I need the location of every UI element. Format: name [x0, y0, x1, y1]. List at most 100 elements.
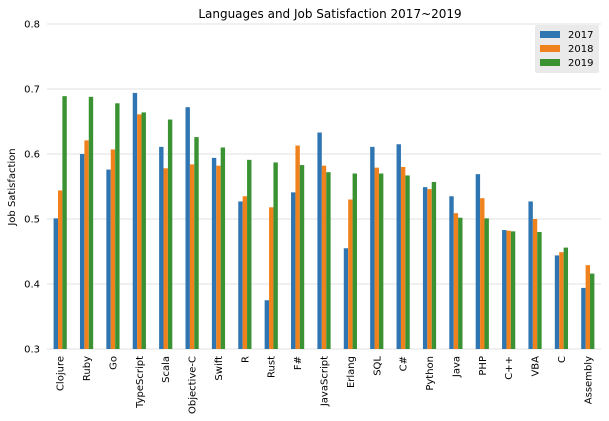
bar-2018-R — [242, 196, 248, 349]
bar-2019-C++ — [510, 231, 516, 349]
bar-2019-Assembly — [590, 273, 595, 349]
bar-2019-Objective-C — [194, 137, 199, 349]
x-tick-label: C# — [399, 356, 410, 371]
legend-swatch-2017 — [540, 31, 560, 38]
x-tick-label: Go — [108, 356, 119, 370]
bar-2018-F# — [295, 145, 300, 349]
legend-swatch-2019 — [540, 59, 560, 66]
x-tick-label: Erlang — [346, 356, 357, 388]
bar-2019-C — [563, 247, 569, 349]
legend-swatch-2018 — [540, 45, 560, 52]
bar-2017-Swift — [211, 157, 217, 349]
bar-2018-Rust — [269, 207, 274, 349]
bar-2017-C++ — [502, 230, 507, 349]
bar-2019-Clojure — [62, 96, 67, 350]
bar-2017-Clojure — [53, 218, 58, 349]
bar-2018-PHP — [480, 198, 485, 349]
bar-2018-Swift — [216, 165, 221, 349]
y-tick-label: 0.5 — [24, 215, 40, 226]
bar-2017-Rust — [264, 300, 270, 349]
bar-2017-JavaScript — [317, 132, 322, 349]
y-tick-label: 0.4 — [24, 280, 40, 291]
y-tick-labels: 0.3 0.4 0.5 0.6 0.7 0.8 — [24, 20, 40, 356]
bar-2018-SQL — [374, 167, 379, 349]
x-tick-label: Objective-C — [188, 356, 199, 414]
x-tick-label: Scala — [161, 356, 172, 383]
x-tick-label: PHP — [478, 356, 489, 376]
bar-2018-Java — [453, 213, 459, 349]
bar-2017-TypeScript — [132, 92, 138, 350]
bar-2017-Ruby — [79, 154, 85, 349]
legend-label: 2018 — [568, 44, 593, 55]
bar-2019-Java — [458, 217, 463, 349]
bar-2018-Scala — [163, 168, 168, 349]
bars — [53, 92, 595, 350]
bar-2018-Go — [110, 149, 116, 349]
bar-2017-PHP — [475, 174, 481, 349]
y-tick-label: 0.7 — [24, 85, 40, 96]
y-tick-label: 0.6 — [24, 150, 40, 161]
bar-2017-Erlang — [343, 248, 349, 349]
bar-2017-Assembly — [581, 287, 586, 349]
bar-2019-Erlang — [352, 173, 357, 349]
x-tick-label: VBA — [531, 356, 542, 377]
bar-2018-JavaScript — [321, 165, 327, 349]
bar-2017-F# — [291, 192, 296, 349]
x-tick-label: TypeScript — [135, 356, 146, 409]
x-tick-label: Swift — [214, 356, 225, 381]
bar-2017-Scala — [159, 146, 164, 349]
x-tick-label: Rust — [267, 356, 278, 378]
x-tick-label: Ruby — [82, 356, 93, 381]
x-tick-label: Java — [451, 356, 462, 378]
x-tick-label: SQL — [372, 356, 383, 376]
y-axis-label: Job Satisfaction — [7, 148, 18, 226]
x-tick-label: Assembly — [583, 356, 594, 404]
bar-2017-Java — [449, 196, 454, 349]
bar-2017-Python — [422, 187, 428, 349]
y-tick-label: 0.3 — [24, 345, 40, 356]
bar-2019-Go — [115, 103, 120, 349]
bar-2019-C# — [405, 175, 410, 349]
bar-2017-Objective-C — [185, 107, 190, 349]
bar-2017-VBA — [528, 201, 533, 349]
x-tick-label: Python — [425, 356, 436, 391]
bar-2018-Ruby — [84, 140, 89, 349]
bar-2017-C# — [396, 144, 401, 349]
bar-2017-C — [554, 255, 560, 349]
bar-2019-SQL — [378, 173, 384, 349]
bar-2019-Python — [431, 181, 437, 349]
y-tick-label: 0.8 — [24, 20, 40, 31]
x-tick-label: C — [557, 356, 568, 363]
x-tick-label: F# — [293, 356, 304, 370]
bar-2019-JavaScript — [326, 172, 331, 349]
chart-title: Languages and Job Satisfaction 2017~2019 — [198, 7, 461, 21]
bar-2019-Swift — [220, 147, 226, 349]
bar-2018-C++ — [506, 230, 511, 349]
bar-2019-F# — [299, 165, 305, 349]
bar-2019-Ruby — [88, 96, 94, 349]
bar-2019-PHP — [484, 218, 489, 349]
bar-2019-TypeScript — [141, 112, 146, 350]
bar-2017-R — [238, 201, 243, 349]
bar-2017-SQL — [370, 146, 375, 349]
bar-2018-Objective-C — [189, 164, 195, 349]
bar-2019-R — [247, 159, 252, 349]
bar-2018-Assembly — [585, 265, 591, 349]
legend-label: 2017 — [568, 30, 593, 41]
bar-2018-C — [559, 252, 564, 349]
legend: 2017 2018 2019 — [535, 25, 599, 73]
bar-2019-VBA — [537, 232, 542, 349]
x-tick-labels: Clojure Ruby Go TypeScript Scala Objective-C S… — [56, 356, 595, 414]
legend-label: 2019 — [568, 58, 593, 69]
x-tick-label: C++ — [504, 356, 515, 380]
bar-2019-Rust — [273, 162, 278, 349]
x-tick-label: R — [240, 356, 251, 363]
bar-2018-Erlang — [348, 199, 353, 349]
bar-2019-Scala — [167, 119, 173, 349]
bar-2017-Go — [106, 169, 111, 349]
bar-2018-VBA — [532, 219, 538, 349]
bar-2018-Clojure — [57, 190, 63, 349]
x-tick-label: JavaScript — [320, 356, 331, 407]
bar-2018-Python — [427, 189, 432, 349]
